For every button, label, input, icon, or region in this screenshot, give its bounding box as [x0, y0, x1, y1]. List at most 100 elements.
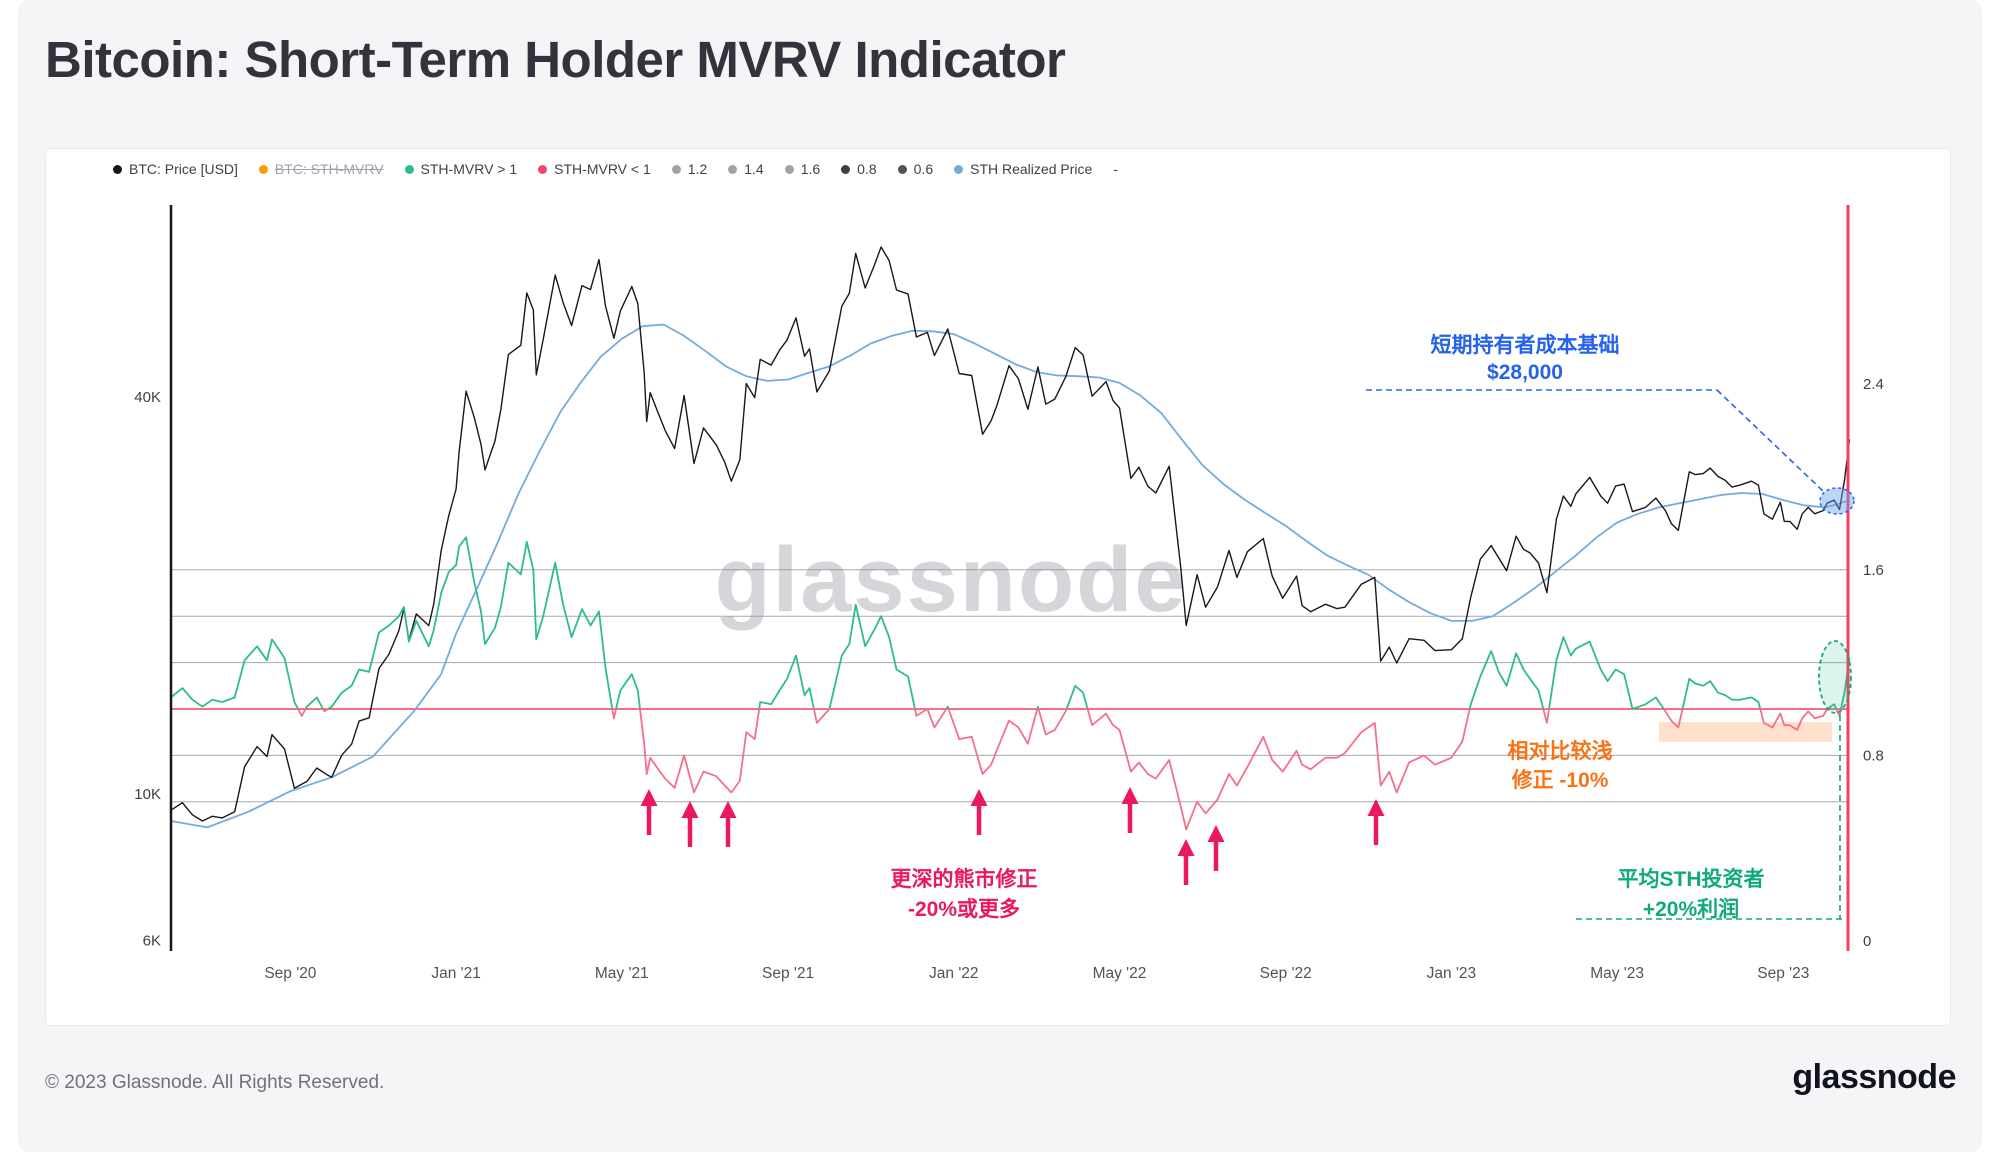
sth-mvrv-above-1-segment [945, 705, 950, 710]
sth-mvrv-above-1-segment [170, 638, 299, 710]
cost-basis-dashed-pointer [1716, 389, 1825, 493]
price-tick-label: 10K [134, 786, 161, 803]
correction-up-arrow-head-icon [970, 789, 988, 806]
page-background: Bitcoin: Short-Term Holder MVRV Indicato… [18, 0, 1982, 1152]
sth-profit-annotation-text: 平均STH投资者 [1618, 867, 1765, 891]
sth-mvrv-above-1-segment [1468, 650, 1545, 710]
correction-up-arrow-head-icon [1207, 825, 1225, 842]
sth-mvrv-below-1-segment [611, 708, 617, 720]
sth-mvrv-below-1-segment [1086, 708, 1471, 831]
legend-label: STH-MVRV > 1 [420, 161, 518, 177]
mvrv-tick-label: 0.8 [1863, 747, 1884, 764]
x-tick-label: May '23 [1590, 965, 1644, 982]
correction-up-arrow-head-icon [1177, 839, 1195, 856]
chart-card: BTC: Price [USD] BTC: STH-MVRV STH-MVRV > … [45, 148, 1951, 1026]
sth-mvrv-below-1-segment [947, 708, 1039, 775]
sth-mvrv-above-1-segment [1826, 703, 1838, 710]
price-tick-label: 6K [143, 932, 161, 949]
legend-dot-icon [258, 164, 268, 174]
x-tick-label: Jan '23 [1427, 965, 1477, 982]
sth-mvrv-above-1-segment [1681, 677, 1762, 710]
cost-basis-annotation-text: 短期持有者成本基础 [1431, 333, 1620, 357]
x-tick-label: Sep '21 [762, 965, 814, 982]
legend-label: 1.4 [744, 161, 764, 177]
profit-highlight-ellipse [1818, 640, 1852, 714]
legend-label: BTC: STH-MVRV [274, 161, 384, 177]
legend-label: 1.2 [687, 161, 708, 177]
legend-dot-icon [728, 164, 738, 174]
sth-mvrv-above-1-segment [1036, 705, 1040, 710]
mvrv-tick-label: 2.4 [1863, 376, 1884, 393]
legend-item-[interactable]: - [1113, 161, 1118, 177]
legend-dot-icon [671, 164, 681, 174]
legend-item-1-2[interactable]: 1.2 [671, 161, 708, 177]
shallow-correction-annotation-text: 修正 -10% [1511, 768, 1609, 792]
sth-mvrv-above-1-segment [1548, 636, 1665, 710]
mvrv-tick-label: 0 [1863, 933, 1871, 950]
mvrv-tick-label: 1.6 [1863, 562, 1884, 579]
shallow-correction-annotation-text: 相对比较浅 [1508, 739, 1613, 763]
sth-realized-price-line [170, 323, 1850, 829]
legend-dot-icon [841, 164, 851, 174]
legend-item-sth-realized-price[interactable]: STH Realized Price [954, 161, 1092, 177]
sth-mvrv-below-1-segment [639, 708, 761, 794]
legend-label: 0.8 [857, 161, 877, 177]
shallow-correction-highlight-rect [1659, 722, 1832, 742]
legend-dot-icon [954, 164, 964, 174]
glassnode-logo[interactable]: glassnode [1792, 1058, 1956, 1096]
sth-mvrv-above-1-segment [1065, 684, 1089, 710]
x-tick-label: Jan '21 [431, 965, 481, 982]
sth-mvrv-above-1-segment [304, 696, 324, 710]
deep-correction-annotation-text: 更深的熊市修正 [891, 867, 1038, 891]
legend-dot-icon [113, 164, 122, 174]
cost-basis-highlight-ellipse [1819, 487, 1855, 515]
page-title: Bitcoin: Short-Term Holder MVRV Indicato… [45, 31, 1066, 88]
sth-mvrv-above-1-segment [327, 536, 614, 710]
legend-label: 0.6 [913, 161, 934, 177]
sth-mvrv-below-1-segment [1759, 708, 1828, 731]
x-tick-label: Sep '23 [1757, 965, 1809, 982]
correction-up-arrow-head-icon [1121, 787, 1139, 804]
legend-label: BTC: Price [USD] [129, 161, 238, 177]
sth-mvrv-below-1-segment [1542, 708, 1550, 724]
legend-item-btc-sth-mvrv[interactable]: BTC: STH-MVRV [258, 161, 384, 177]
legend-dot-icon [784, 164, 794, 174]
legend-dot-icon [538, 164, 548, 174]
correction-up-arrow-head-icon [719, 801, 737, 818]
sth-mvrv-below-1-segment [1037, 708, 1068, 736]
cost-basis-annotation-text: $28,000 [1487, 361, 1563, 384]
legend-item-btc-price-usd[interactable]: BTC: Price [USD] [113, 161, 238, 177]
price-tick-label: 40K [134, 389, 161, 406]
x-tick-label: Sep '22 [1260, 965, 1312, 982]
legend-dot-icon [404, 164, 414, 174]
legend-label: - [1113, 161, 1118, 177]
sth-mvrv-below-1-segment [813, 708, 831, 724]
deep-correction-annotation-text: -20%或更多 [908, 897, 1020, 921]
sth-mvrv-below-1-segment [322, 708, 329, 713]
x-tick-label: Jan '22 [929, 965, 979, 982]
legend-item-sth-mvrv-1[interactable]: STH-MVRV > 1 [404, 161, 518, 177]
copyright-text: © 2023 Glassnode. All Rights Reserved. [45, 1072, 385, 1093]
legend-dot-icon [897, 164, 907, 174]
mvrv-chart[interactable]: glassnode Sep '20 Jan '21 May '21 Sep '21 Jan… [46, 149, 1950, 1025]
x-tick-label: May '22 [1093, 965, 1147, 982]
legend-item-1-4[interactable]: 1.4 [728, 161, 764, 177]
legend-item-0-8[interactable]: 0.8 [841, 161, 877, 177]
sth-mvrv-below-1-segment [297, 708, 307, 717]
legend-label: STH-MVRV < 1 [554, 161, 651, 177]
watermark: glassnode [714, 529, 1187, 631]
sth-mvrv-below-1-segment [1663, 708, 1684, 729]
correction-up-arrow-head-icon [1367, 799, 1385, 816]
sth-profit-annotation-text: +20%利润 [1643, 897, 1739, 921]
legend-label: STH Realized Price [970, 161, 1093, 177]
correction-up-arrow-head-icon [640, 789, 658, 806]
chart-legend: BTC: Price [USD] BTC: STH-MVRV STH-MVRV > … [113, 161, 1118, 177]
legend-label: 1.6 [800, 161, 821, 177]
legend-item-1-6[interactable]: 1.6 [784, 161, 821, 177]
legend-item-0-6[interactable]: 0.6 [897, 161, 934, 177]
btc-price-line [170, 246, 1851, 822]
sth-mvrv-above-1-segment [615, 673, 641, 710]
sth-mvrv-below-1-segment [914, 708, 928, 717]
x-tick-label: May '21 [595, 965, 649, 982]
legend-item-sth-mvrv-1[interactable]: STH-MVRV < 1 [538, 161, 651, 177]
